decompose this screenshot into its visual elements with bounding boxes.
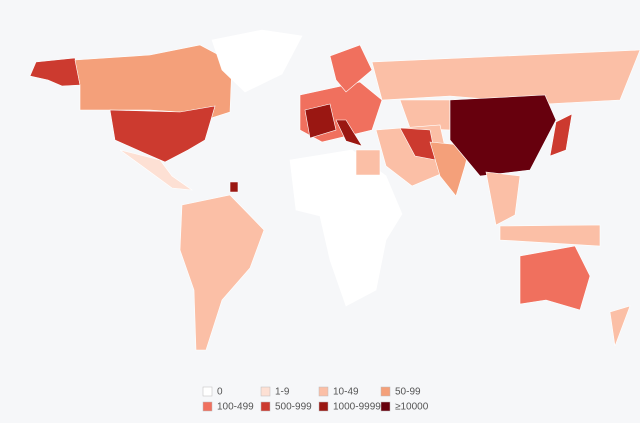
legend-swatch <box>380 401 391 412</box>
legend-swatch <box>260 386 271 397</box>
legend-swatch <box>380 386 391 397</box>
region <box>355 149 381 176</box>
region <box>179 194 265 351</box>
region <box>289 149 403 307</box>
legend-swatch <box>202 386 213 397</box>
region <box>519 245 591 311</box>
region <box>399 99 451 131</box>
region <box>449 94 557 177</box>
map-regions <box>29 29 640 351</box>
region <box>304 103 337 139</box>
legend-label: 0 <box>217 387 223 398</box>
region <box>229 181 239 193</box>
region <box>329 44 373 93</box>
region <box>119 149 194 191</box>
legend-swatch <box>318 386 329 397</box>
legend-label: ≥10000 <box>395 402 429 413</box>
region <box>549 113 573 157</box>
legend-swatch <box>260 401 271 412</box>
region <box>371 49 640 105</box>
region <box>335 119 363 147</box>
region <box>609 305 631 347</box>
legend: 0 1-9 10-49 50-99 100-499 500-999 1000-9999 ≥10… <box>202 386 429 413</box>
legend-label: 100-499 <box>217 402 254 413</box>
legend-label: 1000-9999 <box>333 402 381 413</box>
legend-label: 500-999 <box>275 402 312 413</box>
legend-label: 1-9 <box>275 387 290 398</box>
region <box>211 29 303 93</box>
legend-swatch <box>318 401 329 412</box>
region <box>499 224 601 247</box>
region <box>109 105 216 163</box>
legend-label: 50-99 <box>395 387 421 398</box>
legend-swatch <box>202 401 213 412</box>
region <box>29 57 81 87</box>
legend-label: 10-49 <box>333 387 359 398</box>
region <box>485 171 521 226</box>
